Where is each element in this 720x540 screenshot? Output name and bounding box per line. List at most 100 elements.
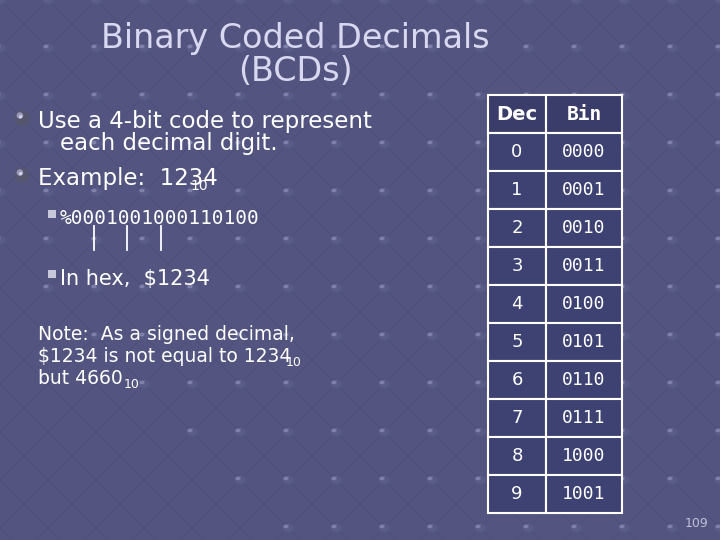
Ellipse shape	[43, 92, 53, 99]
Ellipse shape	[716, 189, 720, 192]
Text: 8: 8	[511, 447, 523, 465]
Ellipse shape	[619, 429, 629, 435]
Ellipse shape	[188, 45, 192, 48]
Ellipse shape	[332, 93, 336, 96]
Ellipse shape	[379, 333, 389, 340]
Bar	[546, 437, 622, 475]
Ellipse shape	[91, 333, 101, 340]
Ellipse shape	[427, 140, 437, 147]
Ellipse shape	[332, 333, 336, 336]
Bar	[488, 247, 546, 285]
Ellipse shape	[523, 0, 533, 3]
Bar	[488, 323, 546, 361]
Ellipse shape	[140, 141, 144, 144]
Ellipse shape	[428, 285, 432, 288]
Ellipse shape	[331, 237, 341, 244]
Ellipse shape	[91, 140, 101, 147]
Ellipse shape	[379, 92, 389, 99]
Ellipse shape	[523, 476, 533, 483]
Ellipse shape	[571, 44, 581, 51]
Ellipse shape	[523, 381, 533, 388]
Ellipse shape	[140, 333, 144, 336]
Ellipse shape	[716, 45, 720, 48]
Ellipse shape	[572, 237, 576, 240]
Text: 1000: 1000	[562, 447, 606, 465]
Ellipse shape	[0, 92, 5, 99]
Ellipse shape	[524, 45, 528, 48]
Ellipse shape	[379, 237, 389, 244]
Ellipse shape	[188, 429, 192, 432]
Ellipse shape	[620, 285, 624, 288]
Ellipse shape	[524, 141, 528, 144]
Ellipse shape	[332, 381, 336, 384]
Ellipse shape	[428, 189, 432, 192]
Ellipse shape	[236, 333, 240, 336]
Ellipse shape	[43, 44, 53, 51]
Text: Bin: Bin	[567, 105, 602, 124]
Ellipse shape	[188, 237, 192, 240]
Ellipse shape	[668, 525, 672, 528]
Ellipse shape	[716, 429, 720, 432]
Ellipse shape	[43, 188, 53, 195]
Ellipse shape	[380, 141, 384, 144]
Ellipse shape	[620, 237, 624, 240]
Ellipse shape	[379, 188, 389, 195]
Ellipse shape	[620, 45, 624, 48]
Ellipse shape	[475, 429, 485, 435]
Ellipse shape	[619, 188, 629, 195]
Ellipse shape	[379, 429, 389, 435]
Ellipse shape	[187, 285, 197, 292]
Text: Binary Coded Decimals: Binary Coded Decimals	[101, 22, 490, 55]
Ellipse shape	[715, 476, 720, 483]
Circle shape	[15, 168, 29, 182]
Ellipse shape	[476, 189, 480, 192]
Ellipse shape	[0, 237, 5, 244]
Bar	[546, 209, 622, 247]
Ellipse shape	[379, 476, 389, 483]
Ellipse shape	[524, 429, 528, 432]
Ellipse shape	[332, 237, 336, 240]
Ellipse shape	[284, 237, 288, 240]
Ellipse shape	[140, 45, 144, 48]
Ellipse shape	[427, 188, 437, 195]
Text: 0011: 0011	[562, 257, 606, 275]
Text: 9: 9	[511, 485, 523, 503]
Ellipse shape	[139, 188, 149, 195]
Ellipse shape	[283, 285, 293, 292]
Ellipse shape	[284, 189, 288, 192]
Ellipse shape	[139, 140, 149, 147]
Circle shape	[19, 116, 22, 118]
Ellipse shape	[667, 333, 677, 340]
Text: (BCDs): (BCDs)	[238, 55, 352, 88]
Ellipse shape	[667, 524, 677, 531]
Ellipse shape	[620, 429, 624, 432]
Ellipse shape	[620, 93, 624, 96]
Ellipse shape	[716, 477, 720, 480]
Ellipse shape	[427, 0, 437, 3]
Ellipse shape	[379, 140, 389, 147]
Bar	[546, 247, 622, 285]
Ellipse shape	[619, 92, 629, 99]
Ellipse shape	[572, 429, 576, 432]
Ellipse shape	[140, 93, 144, 96]
Ellipse shape	[284, 333, 288, 336]
Ellipse shape	[44, 237, 48, 240]
Ellipse shape	[427, 333, 437, 340]
Ellipse shape	[475, 237, 485, 244]
Ellipse shape	[524, 381, 528, 384]
Bar	[546, 399, 622, 437]
Bar	[488, 361, 546, 399]
Ellipse shape	[668, 429, 672, 432]
Ellipse shape	[427, 476, 437, 483]
Text: 3: 3	[511, 257, 523, 275]
Ellipse shape	[188, 381, 192, 384]
Ellipse shape	[92, 45, 96, 48]
Ellipse shape	[476, 429, 480, 432]
Ellipse shape	[331, 44, 341, 51]
Ellipse shape	[139, 333, 149, 340]
Ellipse shape	[476, 237, 480, 240]
Ellipse shape	[571, 524, 581, 531]
Ellipse shape	[283, 44, 293, 51]
Ellipse shape	[44, 93, 48, 96]
Text: 1001: 1001	[562, 485, 606, 503]
